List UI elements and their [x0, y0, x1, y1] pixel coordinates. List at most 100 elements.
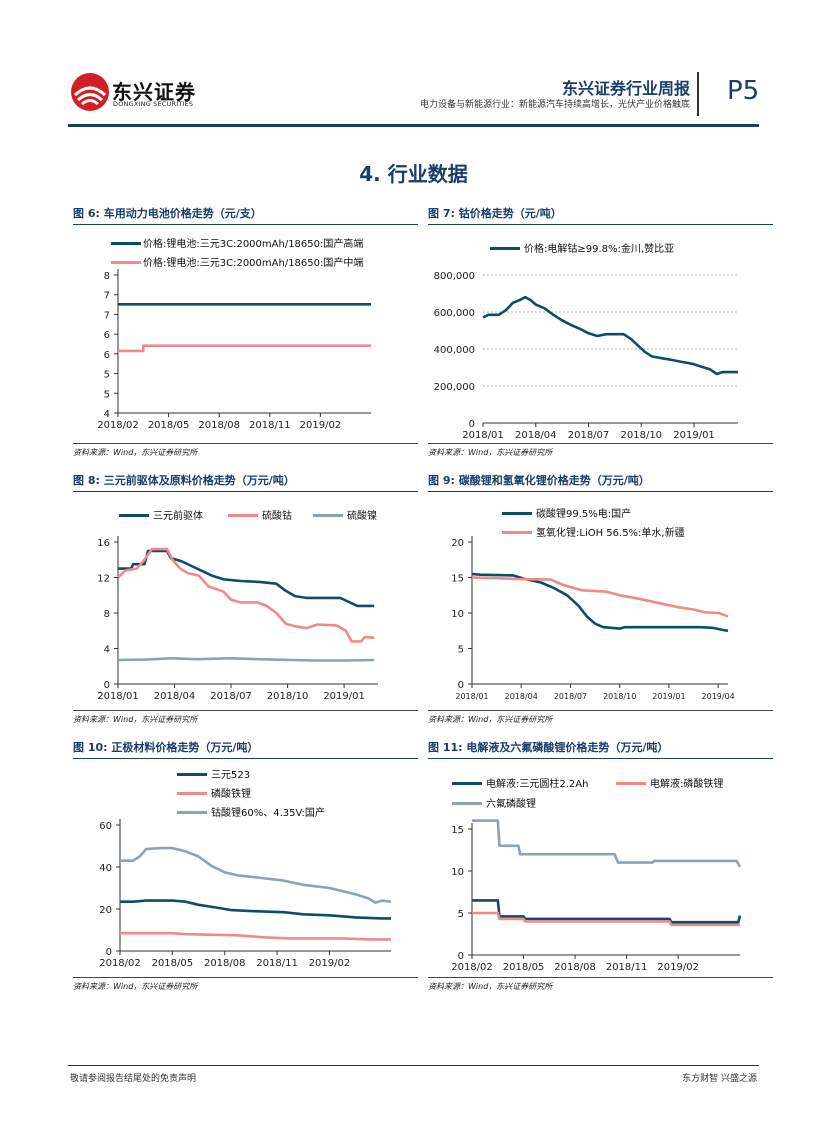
y-tick-label: 5	[104, 389, 110, 400]
y-tick-label: 10	[451, 609, 464, 620]
y-tick-label: 8	[104, 271, 110, 282]
y-tick-label: 0	[458, 680, 464, 691]
chart-svg: 0 200,000 400,000 600,000 800,000 2018/01 2018…	[434, 271, 738, 441]
x-tick-label: 2018/02	[99, 958, 141, 969]
y-tick-label: 16	[97, 538, 110, 549]
y-tick-label: 7	[104, 310, 110, 321]
figure-title: 图 8: 三元前驱体及原料价格走势（万元/吨）	[73, 473, 418, 492]
legend-swatch-0	[452, 782, 482, 785]
figure-source: 资料来源：Wind，东兴证券研究所	[73, 977, 418, 992]
y-tick-label: 400,000	[434, 345, 475, 356]
report-subtitle: 电力设备与新能源行业：新能源汽车持续高增长，光伏产业价格触底	[419, 100, 690, 110]
legend-swatch-1	[228, 514, 258, 517]
y-tick-label: 7	[104, 291, 110, 302]
y-tick-label: 8	[104, 609, 110, 620]
chart-svg: 0 5 10 15 2018/02 2018/05 2018/08 2018/11 2019/0…	[451, 819, 742, 973]
x-tick-label: 2018/07	[210, 691, 252, 702]
x-tick-label: 2018/08	[198, 420, 240, 431]
x-tick-label: 2018/02	[451, 962, 493, 973]
figure-title: 图 10: 正极材料价格走势（万元/吨）	[73, 740, 418, 759]
y-tick-label: 5	[104, 370, 110, 381]
legend-label-0: 三元523	[211, 770, 251, 781]
series-line-0	[472, 899, 742, 924]
x-tick-label: 2018/10	[267, 691, 309, 702]
series-line-2	[120, 846, 392, 904]
y-tick-label: 0	[469, 419, 475, 430]
brand-name-en: DONGXING SECURITIES	[113, 100, 194, 108]
series-line-0	[482, 295, 738, 376]
brand-name: 东兴证券	[112, 80, 196, 104]
x-tick-label: 2019/02	[300, 420, 342, 431]
series-line-1	[471, 576, 729, 618]
y-tick-label: 0	[458, 951, 464, 962]
company-logo-icon	[71, 73, 109, 111]
series-line-1	[117, 547, 375, 643]
x-tick-label: 2018/05	[148, 420, 190, 431]
legend-label-2: 硫酸镍	[347, 511, 377, 522]
series-line-1	[118, 344, 371, 353]
y-tick-label: 5	[458, 909, 464, 920]
y-tick-label: 10	[451, 867, 464, 878]
figure-7: 图 7: 钴价格走势（元/吨） 价格:电解钴≥99.8%:金川,赞比亚 0 200…	[428, 206, 773, 458]
page-number: P5	[727, 76, 760, 106]
figure-source: 资料来源：Wind，东兴证券研究所	[428, 977, 773, 992]
y-tick-label: 0	[106, 947, 112, 958]
x-tick-label: 2018/08	[204, 958, 246, 969]
x-tick-label: 2018/04	[515, 430, 557, 441]
legend-swatch-2	[452, 802, 482, 805]
y-tick-label: 600,000	[434, 308, 475, 319]
x-tick-label: 2018/04	[154, 691, 196, 702]
figure-title: 图 11: 电解液及六氟磷酸锂价格走势（万元/吨）	[428, 740, 773, 759]
series-line-0	[120, 899, 391, 920]
x-tick-label: 2019/04	[702, 692, 735, 701]
legend-swatch-2	[313, 514, 343, 517]
legend-swatch-1	[616, 782, 646, 785]
series-line-0	[471, 572, 729, 633]
figure-9: 图 9: 碳酸锂和氢氧化锂价格走势（万元/吨） 碳酸锂99.5%电:国产 氢氧化…	[428, 473, 773, 725]
x-tick-label: 2018/11	[606, 962, 648, 973]
legend-label-2: 六氟磷酸锂	[486, 799, 536, 810]
legend-swatch-0	[111, 242, 141, 245]
x-tick-label: 2018/11	[256, 958, 298, 969]
legend-swatch-1	[502, 531, 532, 534]
legend-swatch-0	[119, 514, 149, 517]
figure-source: 资料来源：Wind，东兴证券研究所	[73, 443, 418, 458]
legend-label-0: 价格:电解钴≥99.8%:金川,赞比亚	[524, 244, 675, 255]
x-tick-label: 2018/04	[505, 692, 538, 701]
section-title: 4. 行业数据	[359, 162, 468, 186]
figure-title: 图 7: 钴价格走势（元/吨）	[428, 206, 773, 225]
legend-label-0: 电解液:三元圆柱2.2Ah	[486, 779, 589, 790]
y-tick-label: 20	[451, 538, 464, 549]
figure-title: 图 6: 车用动力电池价格走势（元/支）	[73, 206, 418, 225]
figure-6: 图 6: 车用动力电池价格走势（元/支） 价格:锂电池:三元3C:2000mAh…	[73, 206, 418, 458]
header-rule	[68, 124, 759, 127]
x-tick-label: 2019/01	[652, 692, 685, 701]
legend-swatch-2	[177, 811, 207, 814]
legend-label-0: 碳酸锂99.5%电:国产	[536, 509, 632, 520]
legend-swatch-1	[177, 792, 207, 795]
x-tick-label: 2018/07	[568, 430, 610, 441]
y-tick-label: 5	[458, 645, 464, 656]
y-tick-label: 200,000	[434, 382, 475, 393]
series-line-2	[117, 657, 375, 662]
legend-label-1: 硫酸钴	[262, 511, 292, 522]
y-tick-label: 6	[104, 350, 110, 361]
x-tick-label: 2018/05	[503, 962, 545, 973]
y-tick-label: 4	[104, 409, 110, 420]
y-tick-label: 40	[99, 863, 112, 874]
figure-source: 资料来源：Wind，东兴证券研究所	[428, 710, 773, 725]
header-divider	[697, 72, 699, 116]
x-tick-label: 2019/01	[323, 691, 365, 702]
report-title: 东兴证券行业周报	[561, 79, 690, 98]
figure-10: 图 10: 正极材料价格走势（万元/吨） 三元523 磷酸铁锂 钴酸锂60%、4…	[73, 740, 418, 992]
x-tick-label: 2018/02	[97, 420, 139, 431]
disclaimer-note: 敬请参阅报告结尾处的免责声明	[70, 1074, 197, 1084]
y-tick-label: 20	[99, 905, 112, 916]
chart-svg: 0 5 10 15 20 2018/01 2018/04 2018/07 2018/10 2019…	[451, 536, 735, 701]
y-tick-label: 800,000	[434, 271, 475, 282]
x-tick-label: 2018/10	[603, 692, 636, 701]
y-tick-label: 12	[97, 574, 110, 585]
figure-11: 图 11: 电解液及六氟磷酸锂价格走势（万元/吨） 电解液:三元圆柱2.2Ah …	[428, 740, 773, 992]
legend-swatch-0	[502, 512, 532, 515]
figure-8: 图 8: 三元前驱体及原料价格走势（万元/吨） 三元前驱体 硫酸钴 硫酸镍 0 4…	[73, 473, 418, 725]
